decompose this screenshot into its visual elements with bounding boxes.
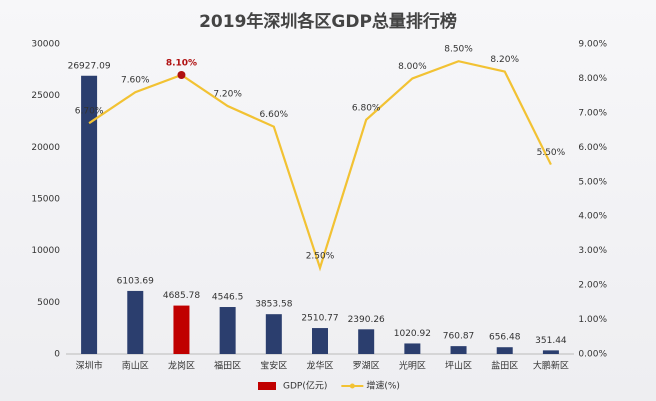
y2-tick-label: 4.00% — [578, 212, 607, 222]
line-value-label: 8.10% — [166, 59, 197, 69]
bar-value-label: 2390.26 — [348, 315, 385, 325]
y-tick-label: 15000 — [31, 195, 60, 205]
line-value-label: 5.50% — [537, 148, 566, 158]
chart-title: 2019年深圳各区GDP总量排行榜 — [199, 11, 457, 32]
x-tick-label: 南山区 — [122, 360, 149, 372]
bar — [127, 290, 144, 354]
line-value-label: 8.20% — [490, 55, 519, 65]
y-tick-label: 25000 — [31, 91, 60, 101]
line-value-label: 8.50% — [444, 45, 473, 55]
y2-tick-label: 7.00% — [578, 108, 607, 118]
y2-tick-label: 8.00% — [578, 74, 607, 84]
x-tick-label: 福田区 — [214, 360, 241, 372]
y-tick-label: 10000 — [31, 246, 60, 256]
line-value-label: 6.80% — [352, 103, 381, 113]
legend-swatch — [258, 382, 276, 390]
bar — [81, 75, 98, 354]
bar-value-label: 656.48 — [489, 333, 521, 343]
bar — [542, 350, 559, 354]
legend-label: 增速(%) — [366, 380, 400, 392]
x-tick-label: 坪山区 — [445, 361, 472, 372]
y2-tick-label: 2.00% — [578, 281, 607, 291]
x-tick-label: 光明区 — [399, 360, 426, 372]
legend-label: GDP(亿元) — [283, 380, 327, 392]
line — [88, 60, 552, 272]
line-value-label: 7.20% — [213, 90, 242, 100]
bar — [265, 314, 282, 354]
bar-value-label: 6103.69 — [117, 276, 154, 286]
bar-value-label: 4685.78 — [163, 291, 200, 301]
legend-swatch — [349, 383, 355, 389]
y-tick-label: 20000 — [31, 143, 60, 153]
x-tick-label: 深圳市 — [76, 360, 103, 372]
y2-tick-label: 6.00% — [578, 143, 607, 153]
bar — [219, 307, 236, 354]
x-tick-label: 盐田区 — [491, 360, 518, 372]
y2-tick-label: 9.00% — [578, 40, 607, 50]
line-marker — [177, 71, 186, 79]
bar — [173, 305, 190, 354]
bar-value-label: 2510.77 — [301, 314, 338, 324]
line-value-label: 6.70% — [75, 107, 104, 117]
y2-tick-label: 0.00% — [578, 350, 607, 360]
bar-value-label: 1020.92 — [394, 329, 431, 339]
line-value-label: 7.60% — [121, 76, 150, 86]
bar — [496, 347, 513, 354]
x-tick-label: 罗湖区 — [353, 361, 380, 372]
line-value-label: 8.00% — [398, 62, 427, 72]
line-value-label: 2.50% — [306, 251, 335, 261]
bar-value-label: 26927.09 — [68, 61, 111, 71]
bar-value-label: 760.87 — [443, 332, 475, 342]
y-tick-label: 5000 — [37, 298, 60, 308]
x-tick-label: 宝安区 — [260, 360, 287, 372]
y-tick-label: 0 — [54, 350, 60, 360]
y2-tick-label: 1.00% — [578, 315, 607, 325]
bar-value-label: 3853.58 — [255, 300, 292, 310]
y-tick-label: 30000 — [31, 40, 60, 50]
y2-tick-label: 5.00% — [578, 177, 607, 187]
bar — [358, 329, 375, 354]
line-value-label: 6.60% — [260, 110, 289, 120]
bar — [312, 328, 328, 354]
y2-tick-label: 3.00% — [578, 246, 607, 256]
x-tick-label: 龙岗区 — [168, 360, 195, 372]
bar — [450, 346, 467, 354]
bar — [404, 343, 421, 354]
bar-value-label: 351.44 — [535, 336, 567, 346]
x-tick-label: 龙华区 — [306, 360, 333, 372]
bar-value-label: 4546.5 — [212, 293, 244, 303]
x-tick-label: 大鹏新区 — [533, 360, 569, 372]
